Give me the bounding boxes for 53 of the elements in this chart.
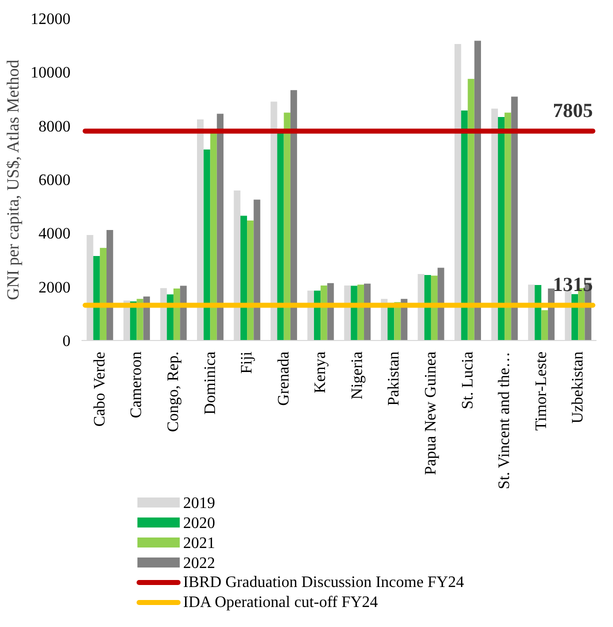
y-tick-label: 10000 — [30, 64, 70, 82]
bar — [247, 220, 254, 340]
bar — [430, 276, 438, 340]
legend-label: 2022 — [183, 555, 216, 572]
x-tick-label: St. Lucia — [459, 352, 476, 410]
bar — [100, 248, 107, 340]
y-tick-label: 12000 — [30, 11, 70, 28]
bar — [424, 275, 431, 340]
x-tick-label: Grenada — [275, 352, 292, 406]
bar — [474, 40, 481, 340]
y-tick-label: 2000 — [38, 279, 70, 296]
bar — [498, 116, 505, 340]
annotation: 7805 — [552, 100, 593, 122]
bar — [438, 268, 444, 340]
bar — [284, 112, 290, 340]
bar — [254, 200, 260, 340]
bar — [93, 256, 100, 340]
x-tick-label: Pakistan — [386, 352, 403, 406]
annotation: 1315 — [552, 274, 593, 296]
bar — [204, 149, 210, 340]
x-tick-label: Kenya — [312, 351, 330, 394]
legend-label: 2019 — [183, 495, 216, 512]
bar — [216, 114, 224, 340]
bar — [210, 132, 217, 340]
x-tick-label: Nigeria — [348, 351, 366, 400]
y-axis-title: GNI per capita, US$, Atlas Method — [4, 59, 22, 300]
bar — [240, 216, 248, 340]
y-tick-label: 6000 — [38, 172, 70, 189]
x-tick-label: St. Vincent and the… — [496, 352, 514, 490]
legend-label: 2021 — [183, 535, 216, 552]
x-tick-label: Fiji — [238, 350, 256, 374]
y-tick-label: 8000 — [38, 118, 70, 136]
bar — [461, 110, 468, 340]
bar — [534, 284, 542, 340]
bar — [541, 310, 548, 340]
x-tick-label: Cabo Verde — [91, 352, 108, 427]
legend-label: 2020 — [183, 515, 216, 532]
bar — [504, 112, 512, 340]
x-tick-label: Cameroon — [128, 351, 146, 418]
x-tick-label: Congo, Rep. — [164, 351, 182, 432]
y-tick-label: 4000 — [38, 226, 70, 243]
legend-label: IDA Operational cut-off FY24 — [183, 594, 378, 611]
legend-label: IBRD Graduation Discussion Income FY24 — [183, 574, 464, 591]
bar — [511, 96, 518, 340]
x-tick-label: Papua New Guinea — [422, 352, 440, 476]
x-tick-label: Dominica — [202, 352, 219, 415]
bar — [327, 283, 334, 340]
bar — [290, 90, 298, 340]
bar — [106, 230, 114, 340]
x-tick-label: Uzbekistan — [570, 351, 587, 424]
y-tick-label: 0 — [62, 333, 70, 350]
bar — [468, 78, 474, 340]
x-tick-label: Timor-Leste — [532, 351, 550, 431]
